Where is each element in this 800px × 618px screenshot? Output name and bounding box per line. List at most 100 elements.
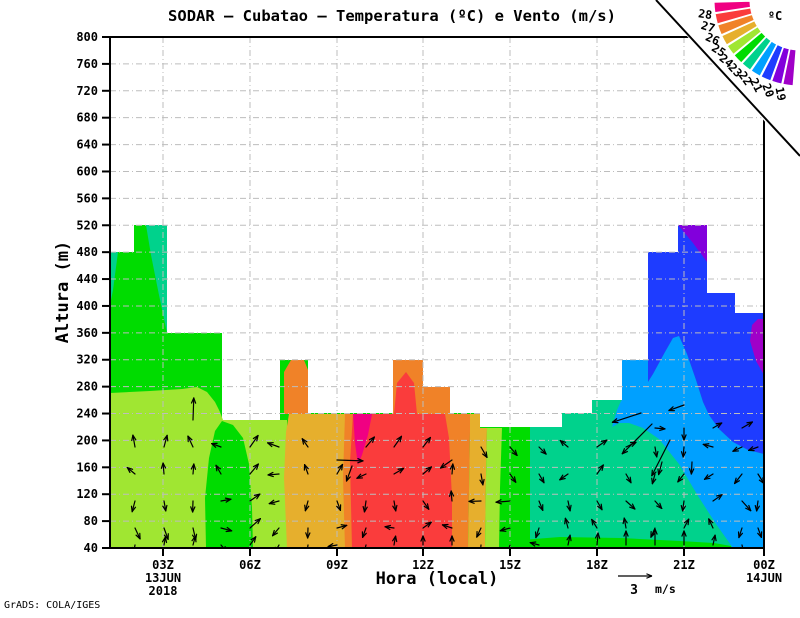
wind-vector-head (499, 526, 506, 532)
wind-vector-head (495, 499, 502, 503)
wind-vector-shaft (702, 443, 714, 448)
wind-vector-head (734, 477, 737, 485)
wind-vector-head (540, 451, 547, 455)
wind-vector-head (450, 490, 455, 497)
wind-vector-head (734, 480, 740, 485)
wind-vector-head (224, 497, 232, 500)
wind-vector-head (132, 434, 137, 441)
wind-vector-shaft (336, 459, 364, 462)
wind-vector-shaft (757, 473, 764, 484)
wind-vector-head (600, 439, 608, 442)
wind-vector-head (163, 434, 168, 441)
fan-segment-19-20 (771, 46, 790, 85)
x-axis-label: 12Z (412, 558, 434, 572)
band-lt19-top-21z (678, 225, 707, 262)
wind-vector-head (357, 460, 364, 464)
wind-vector-head (160, 462, 164, 469)
wind-vector-shaft (611, 412, 642, 423)
band-23-24-surface-strip (508, 537, 731, 548)
wind-vector-shaft (712, 534, 716, 546)
wind-vector-head (514, 449, 518, 457)
fan-segment-27-28 (714, 7, 753, 25)
wind-vector-head (594, 532, 599, 539)
wind-vector-head (656, 450, 659, 458)
wind-vector-shaft (304, 500, 309, 512)
wind-vector-shaft (499, 527, 511, 532)
wind-vector-shaft (734, 473, 743, 485)
wind-vector-head (702, 443, 709, 449)
y-axis-label: 440 (76, 272, 98, 286)
wind-vector-shaft (535, 527, 540, 539)
x-axis-label: 09Z (326, 558, 348, 572)
wind-vector-head (166, 434, 169, 442)
wind-vector-head (215, 464, 218, 472)
wind-vector-shaft (271, 527, 280, 537)
wind-vector-head (252, 463, 259, 468)
wind-vector-head (301, 438, 308, 443)
wind-vector-head (126, 466, 134, 470)
wind-vector-shaft (741, 421, 753, 429)
fan-segment-22-23 (741, 36, 772, 71)
wind-vector-head (357, 458, 364, 462)
wind-vector-shaft (654, 427, 666, 430)
wind-vector-shaft (476, 527, 482, 538)
wind-vector-shaft (682, 446, 685, 458)
wind-vector-head (428, 466, 433, 473)
wind-vector-head (659, 502, 663, 510)
wind-vector-head (745, 507, 752, 512)
wind-vector-head (362, 547, 364, 548)
wind-vector-head (327, 545, 335, 548)
wind-vector-head (190, 463, 195, 470)
wind-vector-shaft (364, 544, 367, 548)
x-axis-sublabel: 13JUN (145, 571, 181, 585)
wind-vector-shaft (303, 464, 309, 475)
wind-vector-head (190, 397, 195, 404)
wind-vector-shaft (187, 435, 194, 448)
wind-vector-head (529, 542, 536, 547)
wind-vector-head (654, 528, 658, 535)
wind-vector-head (131, 434, 134, 442)
fan-level-label: 25 (709, 41, 728, 60)
y-axis-label: 560 (76, 191, 98, 205)
wind-vector-head (256, 434, 259, 442)
wind-vector-shaft (625, 500, 636, 510)
wind-vector-shaft (690, 461, 693, 475)
wind-vector-head (748, 446, 754, 452)
fan-segment-23-24 (733, 31, 767, 64)
wind-vector-head (621, 448, 626, 455)
wind-vector-head (683, 518, 690, 524)
wind-vector-head (341, 524, 348, 530)
axis-ticks (102, 36, 765, 556)
fan-level-label: 21 (747, 76, 766, 95)
fan-level-label: 20 (759, 81, 777, 99)
wind-vector-shaft (267, 473, 280, 476)
wind-vector-head (499, 530, 507, 532)
wind-vector-head (364, 549, 367, 553)
wind-vector-shaft (564, 517, 569, 529)
wind-vector-shaft (623, 517, 627, 529)
wind-vector-shaft (393, 435, 403, 448)
y-axis-label: 680 (76, 111, 98, 125)
wind-vector-shaft (591, 518, 598, 529)
wind-vector-head (448, 490, 452, 497)
wind-vector-head (267, 442, 273, 448)
wind-vector-head (422, 535, 426, 542)
wind-vector-head (677, 475, 680, 483)
wind-vector-shaft (451, 463, 454, 475)
wind-vector-shaft (741, 544, 744, 548)
fan-segment-26-27 (717, 13, 755, 36)
wind-vector-head (748, 421, 753, 427)
wind-vector-head (559, 474, 564, 481)
y-axis-label: 480 (76, 245, 98, 259)
wind-vector-shaft (450, 490, 453, 502)
wind-vector-shaft (480, 473, 484, 486)
wind-vector-shaft (654, 446, 658, 458)
x-axis-title: Hora (local) (376, 569, 499, 589)
wind-vector-head (356, 473, 362, 479)
wind-vector-head (268, 502, 276, 505)
wind-vector-head (682, 451, 687, 458)
wind-vector-head (591, 518, 594, 526)
wind-vector-head (268, 499, 275, 505)
wind-vector-head (566, 534, 571, 541)
